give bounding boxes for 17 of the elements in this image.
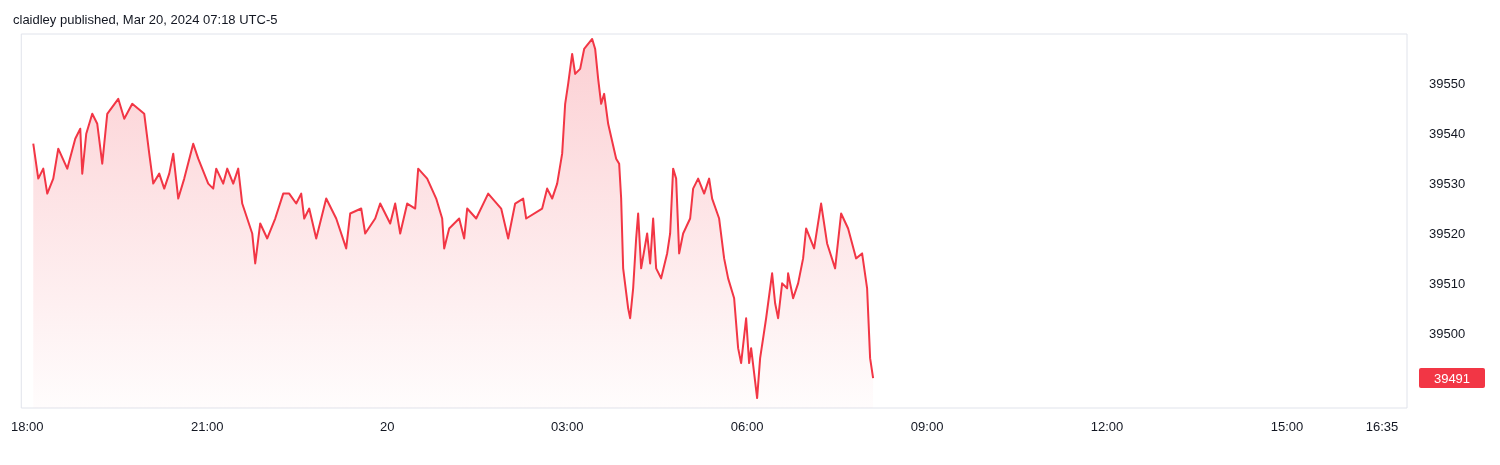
x-tick-label: 18:00 (10, 419, 44, 434)
x-tick-label: 21:00 (190, 419, 224, 434)
x-tick-label: 06:00 (730, 419, 764, 434)
x-tick-label: 09:00 (910, 419, 944, 434)
x-tick-label: 16:35 (1365, 419, 1399, 434)
x-tick-label: 15:00 (1270, 419, 1304, 434)
y-tick-label: 39500 (1429, 325, 1466, 341)
y-tick-label: 39520 (1429, 225, 1466, 241)
x-tick-label: 20 (379, 419, 395, 434)
y-tick-label: 39550 (1429, 76, 1466, 92)
y-tick-label: 39510 (1429, 275, 1466, 291)
chart-title: claidley published, Mar 20, 2024 07:18 UTC-5 (13, 12, 278, 27)
text: 39491 (1433, 370, 1471, 386)
x-tick-label: 12:00 (1090, 419, 1124, 434)
x-tick-label: 03:00 (550, 419, 584, 434)
y-tick-label: 39540 (1429, 126, 1466, 142)
y-tick-label: 39530 (1429, 176, 1466, 192)
